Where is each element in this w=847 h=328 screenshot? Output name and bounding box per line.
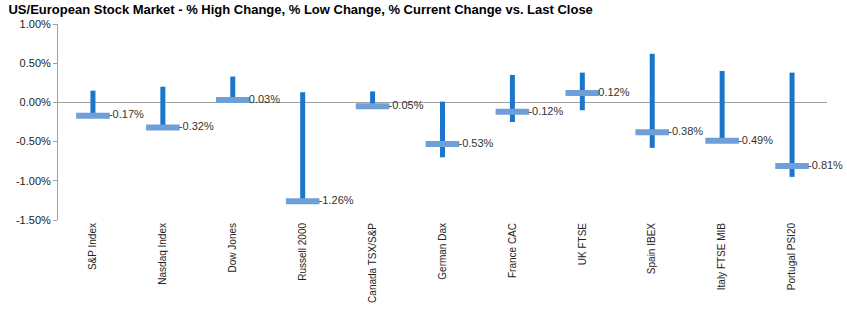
svg-text:-0.32%: -0.32%: [179, 120, 214, 132]
svg-text:Nasdaq Index: Nasdaq Index: [157, 223, 168, 285]
svg-text:0.12%: 0.12%: [598, 86, 629, 98]
svg-text:-0.81%: -0.81%: [808, 159, 843, 171]
svg-text:-0.49%: -0.49%: [738, 134, 773, 146]
svg-text:Russell 2000: Russell 2000: [297, 223, 308, 281]
svg-text:-0.53%: -0.53%: [459, 137, 494, 149]
svg-text:-1.00%: -1.00%: [16, 175, 51, 187]
svg-text:-1.50%: -1.50%: [16, 214, 51, 226]
svg-text:0.00%: 0.00%: [20, 96, 51, 108]
svg-text:-1.26%: -1.26%: [319, 194, 354, 206]
svg-text:1.00%: 1.00%: [20, 18, 51, 30]
svg-text:Portugal PSI20: Portugal PSI20: [786, 223, 797, 291]
svg-text:UK FTSE: UK FTSE: [577, 223, 588, 266]
svg-text:Spain IBEX: Spain IBEX: [646, 223, 657, 274]
svg-text:US/European Stock Market - % H: US/European Stock Market - % High Change…: [8, 2, 592, 17]
svg-text:0.50%: 0.50%: [20, 57, 51, 69]
svg-text:-0.50%: -0.50%: [16, 135, 51, 147]
svg-text:0.03%: 0.03%: [249, 93, 280, 105]
svg-text:-0.17%: -0.17%: [109, 108, 144, 120]
svg-text:German Dax: German Dax: [437, 223, 448, 280]
svg-text:-0.38%: -0.38%: [668, 125, 703, 137]
svg-text:Dow Jones: Dow Jones: [227, 223, 238, 272]
svg-text:Italy FTSE MIB: Italy FTSE MIB: [716, 223, 727, 291]
svg-text:-0.05%: -0.05%: [389, 99, 424, 111]
svg-text:S&P Index: S&P Index: [87, 223, 98, 270]
svg-text:France CAC: France CAC: [507, 223, 518, 278]
svg-text:-0.12%: -0.12%: [528, 105, 563, 117]
svg-text:Canada TSX/S&P: Canada TSX/S&P: [367, 223, 378, 303]
